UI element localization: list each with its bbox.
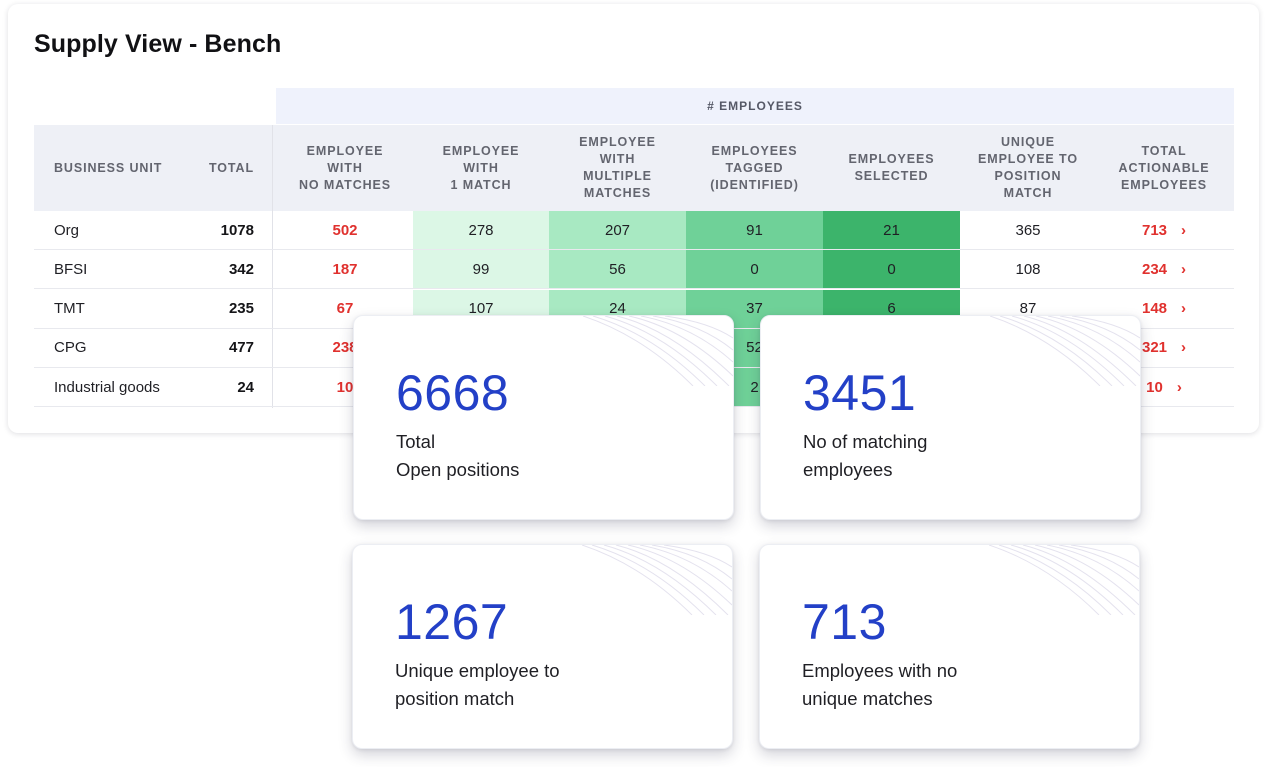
- cell-unique-match: 87: [1019, 300, 1037, 318]
- card-decoration: [989, 545, 1139, 615]
- cell-actionable[interactable]: 10 ›: [1096, 368, 1232, 406]
- metric-card-open-positions: 6668 Total Open positions: [353, 315, 734, 520]
- table-row[interactable]: BFSI 342 187 99 56 0 0 108 234 ›: [34, 250, 1234, 290]
- actionable-count: 148: [1141, 300, 1168, 318]
- page-title: Supply View - Bench: [34, 30, 282, 58]
- cell-total: 24: [237, 378, 254, 396]
- actionable-count: 234: [1141, 260, 1168, 278]
- table-row[interactable]: Org 1078 502 278 207 91 21 365 713 ›: [34, 211, 1234, 250]
- col-header-no-matches: EMPLOYEE WITH NO MATCHES: [298, 143, 392, 192]
- metric-label: Unique employee to position match: [395, 660, 560, 709]
- col-header-business-unit: BUSINESS UNIT: [54, 160, 163, 175]
- cell-selected: 0: [823, 250, 960, 289]
- col-header-actionable: TOTAL ACTIONABLE EMPLOYEES: [1118, 143, 1210, 192]
- cell-actionable[interactable]: 713 ›: [1096, 211, 1232, 249]
- col-header-multiple-matches: EMPLOYEE WITH MULTIPLE MATCHES: [579, 135, 656, 200]
- cell-business-unit: Org: [54, 221, 80, 239]
- cell-one-match: 99: [413, 250, 549, 289]
- cell-no-matches: 187: [332, 260, 358, 278]
- cell-no-matches: 67: [336, 300, 354, 318]
- metric-label: No of matching employees: [803, 431, 928, 480]
- cell-business-unit: BFSI: [54, 260, 88, 278]
- metric-label: Total Open positions: [396, 431, 520, 480]
- metric-value: 1267: [395, 594, 509, 650]
- card-decoration: [990, 316, 1140, 386]
- col-header-one-match: EMPLOYEE WITH 1 MATCH: [442, 143, 520, 192]
- metric-value: 713: [802, 594, 887, 650]
- cell-unique-match: 365: [1015, 221, 1041, 239]
- chevron-right-icon[interactable]: ›: [1181, 221, 1187, 239]
- metric-card-unique-match: 1267 Unique employee to position match: [352, 544, 733, 749]
- actionable-count: 321: [1141, 339, 1168, 357]
- cell-multiple-matches: 207: [549, 211, 686, 249]
- cell-one-match: 278: [413, 211, 549, 249]
- metric-value: 6668: [396, 365, 510, 421]
- cell-total: 342: [228, 260, 254, 278]
- cell-actionable[interactable]: 148 ›: [1096, 290, 1232, 328]
- metric-label: Employees with no unique matches: [802, 660, 958, 709]
- cell-unique-match: 108: [1015, 260, 1041, 278]
- cell-multiple-matches: 56: [549, 250, 686, 289]
- metric-card-no-unique-matches: 713 Employees with no unique matches: [759, 544, 1140, 749]
- col-header-unique-match: UNIQUE EMPLOYEE TO POSITION MATCH: [978, 135, 1078, 200]
- metric-card-matching-employees: 3451 No of matching employees: [760, 315, 1141, 520]
- actionable-count: 10: [1146, 378, 1163, 396]
- card-decoration: [583, 316, 733, 386]
- chevron-right-icon[interactable]: ›: [1181, 300, 1187, 318]
- cell-total: 235: [228, 300, 254, 318]
- cell-business-unit: Industrial goods: [54, 378, 160, 396]
- cell-no-matches: 10: [336, 378, 354, 396]
- cell-total: 1078: [220, 221, 254, 239]
- cell-tagged: 0: [686, 250, 823, 289]
- chevron-right-icon[interactable]: ›: [1176, 378, 1182, 396]
- cell-no-matches: 502: [332, 221, 358, 239]
- chevron-right-icon[interactable]: ›: [1181, 339, 1187, 357]
- cell-total: 477: [228, 339, 254, 357]
- cell-selected: 21: [823, 211, 960, 249]
- cell-tagged: 91: [686, 211, 823, 249]
- employees-group-header: # EMPLOYEES: [276, 88, 1234, 124]
- cell-business-unit: TMT: [54, 300, 85, 318]
- metric-value: 3451: [803, 365, 917, 421]
- cell-no-matches: 238: [332, 339, 358, 357]
- table-header: BUSINESS UNIT TOTAL EMPLOYEE WITH NO MAT…: [34, 125, 1234, 211]
- cell-business-unit: CPG: [54, 339, 87, 357]
- actionable-count: 713: [1141, 221, 1168, 239]
- chevron-right-icon[interactable]: ›: [1181, 260, 1187, 278]
- column-divider: [272, 125, 273, 408]
- col-header-selected: EMPLOYEES SELECTED: [848, 152, 935, 183]
- col-header-tagged: EMPLOYEES TAGGED (IDENTIFIED): [710, 143, 799, 192]
- card-decoration: [582, 545, 732, 615]
- col-header-total: TOTAL: [208, 160, 254, 175]
- cell-actionable[interactable]: 234 ›: [1096, 250, 1232, 288]
- cell-actionable[interactable]: 321 ›: [1096, 329, 1232, 367]
